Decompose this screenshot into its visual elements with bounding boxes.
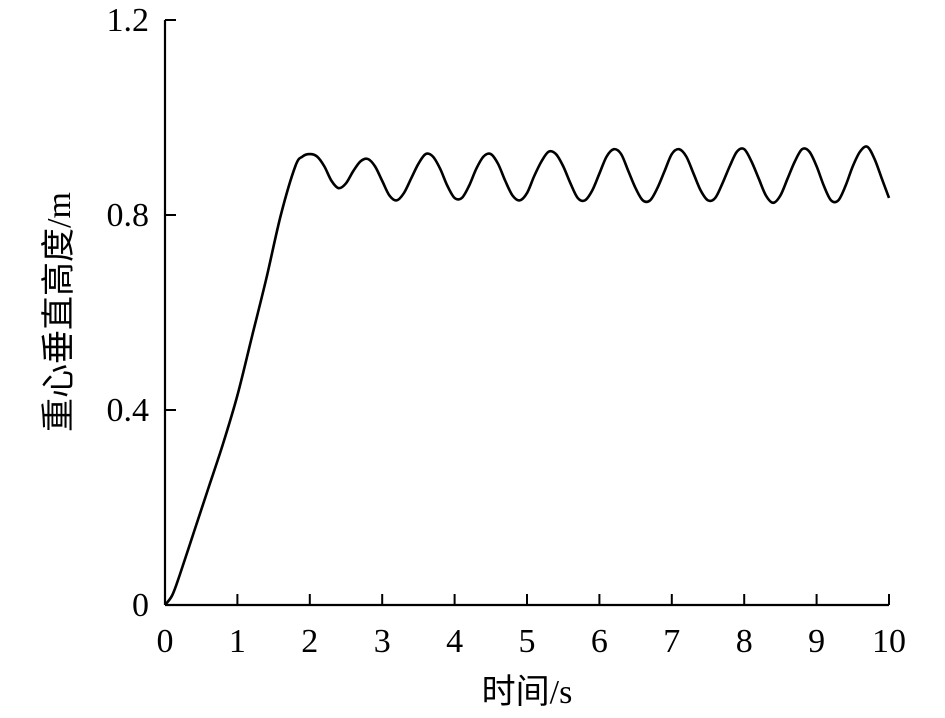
y-tick-label: 0 (132, 587, 149, 624)
y-axis-title: 重心垂直高度/m (40, 192, 78, 432)
x-tick-label: 2 (301, 623, 318, 660)
x-tick-label: 9 (808, 623, 825, 660)
x-tick-label: 10 (872, 623, 906, 660)
y-ticks: 0 0.4 0.8 1.2 (107, 2, 176, 624)
series-line (163, 145, 891, 606)
x-ticks: 0 1 2 3 4 5 6 7 8 9 10 (157, 594, 906, 660)
y-tick-label: 1.2 (107, 2, 150, 39)
x-tick-label: 5 (519, 623, 536, 660)
axes (163, 20, 889, 607)
x-axis-title: 时间/s (482, 674, 573, 711)
x-tick-label: 0 (157, 623, 174, 660)
x-tick-label: 6 (591, 623, 608, 660)
x-tick-label: 8 (736, 623, 753, 660)
y-tick-label: 0.8 (107, 197, 150, 234)
x-tick-label: 1 (229, 623, 246, 660)
x-tick-label: 4 (446, 623, 463, 660)
x-tick-label: 7 (663, 623, 680, 660)
x-tick-label: 3 (374, 623, 391, 660)
plot-area (163, 145, 891, 606)
y-tick-label: 0.4 (107, 392, 150, 429)
